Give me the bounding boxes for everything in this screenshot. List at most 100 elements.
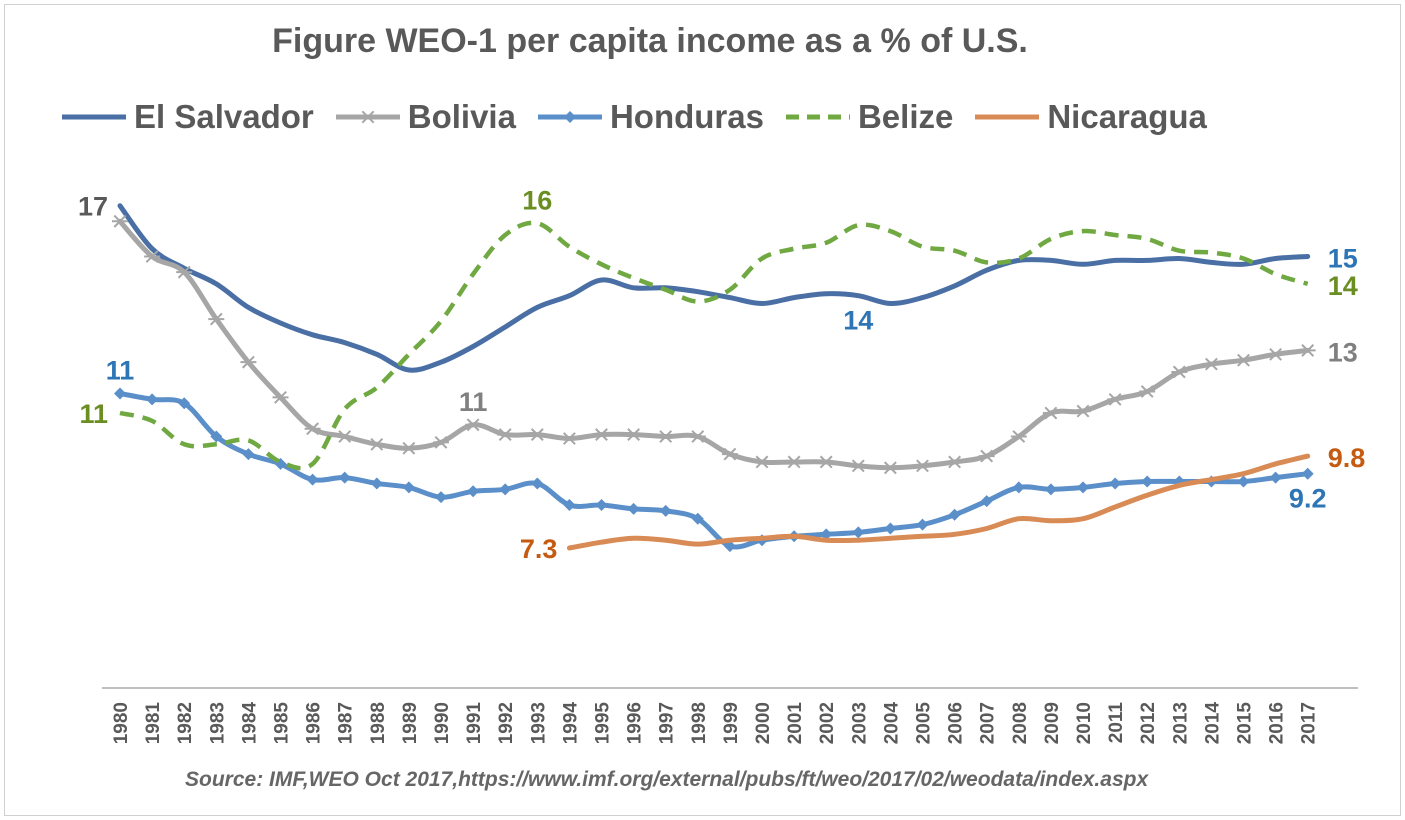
point-bolivia	[625, 428, 642, 441]
point-honduras	[306, 473, 319, 486]
x-tick-label: 2014	[1202, 702, 1223, 745]
x-tick-label: 2002	[817, 702, 838, 744]
legend-item-bolivia: Bolivia	[332, 98, 516, 136]
x-tick-label: 2001	[785, 702, 806, 745]
point-bolivia	[336, 430, 353, 443]
x-tick-label: 2008	[1010, 702, 1031, 744]
point-honduras	[1269, 471, 1282, 484]
point-bolivia	[1267, 347, 1284, 361]
point-honduras	[467, 485, 480, 498]
point-honduras	[659, 504, 672, 517]
point-honduras	[338, 471, 351, 484]
point-bolivia	[721, 447, 738, 461]
point-bolivia	[1235, 353, 1252, 367]
point-bolivia	[1299, 344, 1316, 357]
data-label: 7.3	[520, 534, 558, 564]
point-honduras	[1301, 467, 1314, 480]
legend-swatch	[62, 114, 126, 120]
data-label: 11	[106, 355, 135, 385]
legend-item-honduras: Honduras	[534, 98, 764, 136]
x-tick-label: 1987	[336, 702, 357, 744]
point-bolivia	[465, 418, 482, 432]
legend-swatch	[975, 114, 1040, 120]
point-honduras	[691, 512, 704, 525]
point-bolivia	[593, 428, 610, 441]
point-honduras	[178, 397, 191, 410]
series-belize	[119, 220, 1309, 471]
point-bolivia	[882, 461, 899, 475]
point-bolivia	[914, 459, 931, 473]
x-tick-label: 1996	[625, 702, 646, 744]
x-tick-label: 2003	[849, 702, 870, 744]
legend-marker	[563, 111, 576, 123]
series-bolivia	[112, 214, 1316, 475]
point-honduras	[595, 499, 608, 511]
x-tick-label: 2006	[946, 702, 967, 744]
point-bolivia	[272, 390, 289, 404]
data-label: 9.8	[1328, 443, 1366, 473]
series-line-nicaragua	[566, 453, 1311, 551]
legend-item-el-salvador: El Salvador	[58, 98, 314, 136]
x-tick-label: 2010	[1074, 702, 1095, 744]
point-honduras	[146, 393, 159, 406]
legend: El Salvador Bolivia Honduras Belize Nicaragu…	[58, 92, 1225, 142]
chart-title: Figure WEO-1 per capita income as a % of…	[272, 22, 1028, 60]
point-honduras	[563, 499, 576, 511]
x-tick-label: 2011	[1106, 702, 1127, 744]
x-tick-label: 1997	[657, 702, 678, 744]
point-honduras	[723, 540, 736, 553]
data-label: 11	[459, 387, 488, 417]
point-bolivia	[1075, 404, 1091, 418]
data-label: 16	[522, 185, 552, 215]
point-honduras	[948, 508, 961, 521]
legend-swatch	[785, 114, 850, 120]
point-bolivia	[112, 214, 128, 228]
point-honduras	[1109, 477, 1122, 490]
x-tick-label: 1999	[721, 702, 742, 744]
series-line-el-salvador	[117, 203, 1311, 373]
x-tick-label: 1992	[496, 702, 517, 744]
x-tick-label: 1994	[560, 702, 581, 745]
x-tick-label: 2005	[914, 702, 935, 745]
point-honduras	[1012, 481, 1025, 494]
x-tick-label: 2015	[1235, 702, 1256, 745]
x-tick-label: 1991	[464, 702, 485, 745]
series-el-salvador	[117, 203, 1311, 373]
x-tick-label: 1983	[207, 702, 228, 744]
data-label: 17	[78, 192, 108, 222]
x-tick-label: 2004	[881, 702, 902, 745]
x-tick-label: 2000	[753, 702, 774, 744]
x-tick-label: 2017	[1299, 702, 1320, 744]
x-tick-label: 1980	[111, 702, 132, 744]
point-honduras	[1077, 481, 1089, 494]
point-bolivia	[1139, 385, 1156, 398]
point-bolivia	[818, 455, 835, 469]
point-honduras	[210, 430, 223, 443]
point-honduras	[1044, 483, 1057, 496]
series-nicaragua	[566, 453, 1311, 551]
point-bolivia	[978, 449, 995, 463]
legend-item-belize: Belize	[782, 98, 953, 136]
point-bolivia	[1171, 365, 1188, 379]
legend-label: Belize	[857, 98, 954, 135]
point-honduras	[499, 483, 512, 496]
x-tick-label: 1981	[143, 702, 164, 745]
x-tick-label: 1993	[528, 702, 549, 744]
point-bolivia	[946, 455, 963, 469]
point-bolivia	[433, 435, 449, 449]
point-honduras	[114, 387, 126, 400]
point-bolivia	[497, 428, 514, 441]
x-tick-label: 2007	[978, 702, 999, 744]
point-bolivia	[400, 441, 417, 455]
x-tick-label: 1989	[400, 702, 421, 744]
point-bolivia	[208, 312, 225, 326]
x-tick-label: 1985	[272, 702, 293, 745]
series-line-belize	[119, 220, 1309, 471]
point-bolivia	[754, 455, 770, 469]
point-honduras	[370, 477, 383, 490]
point-honduras	[627, 502, 640, 515]
point-bolivia	[689, 430, 706, 443]
point-honduras	[884, 522, 897, 535]
x-tick-label: 1990	[432, 702, 453, 744]
